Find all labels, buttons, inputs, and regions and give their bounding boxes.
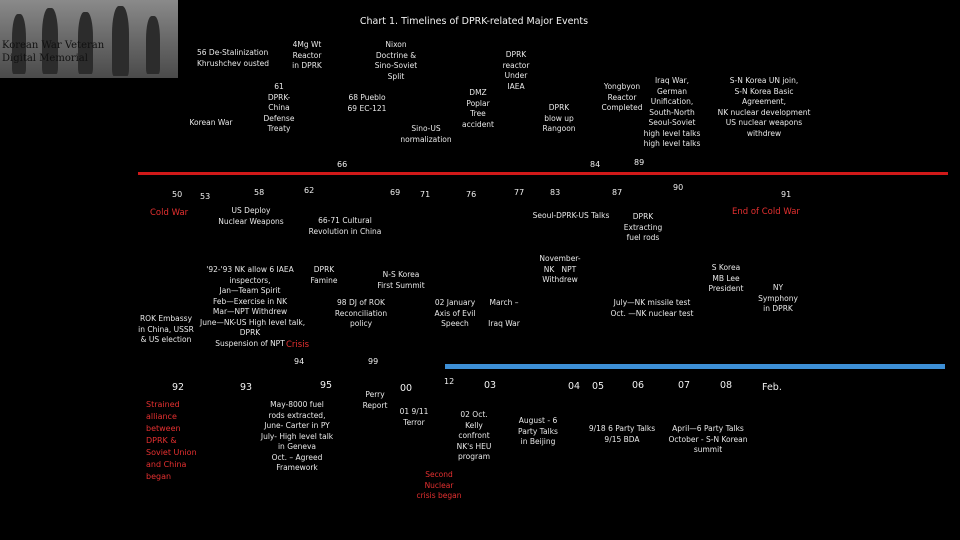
event-bda: 9/18 6 Party Talks 9/15 BDA xyxy=(588,424,656,444)
year-label: 03 xyxy=(484,380,497,391)
event-nixon-doctrine: Nixon Doctrine & Sino-Soviet Split xyxy=(374,40,418,81)
event-sino-us: Sino-US normalization xyxy=(400,124,452,144)
year-label: 05 xyxy=(592,381,605,392)
year-label-red: 12 xyxy=(444,377,455,386)
year-label: 89 xyxy=(634,158,645,167)
year-label: 99 xyxy=(368,357,379,366)
event-cultural-revolution: 66-71 Cultural Revolution in China xyxy=(308,216,382,236)
year-label: 66 xyxy=(337,160,348,169)
event-famine: DPRK Famine xyxy=(310,265,338,285)
event-china-treaty: 61 DPRK- China Defense Treaty xyxy=(263,82,295,133)
statue-figure xyxy=(146,16,160,74)
timeline-red-line xyxy=(138,172,948,175)
year-label: 53 xyxy=(200,192,211,201)
photo-caption-line1: Korean War Veteran xyxy=(2,40,105,51)
event-mb-lee: S Korea MB Lee President xyxy=(708,263,744,293)
cold-war-end-label: End of Cold War xyxy=(732,207,800,217)
event-perry-report: Perry Report xyxy=(362,390,388,410)
event-4mw-reactor: 4Mg Wt Reactor in DPRK xyxy=(292,40,322,70)
statue-figure xyxy=(42,8,58,74)
statue-figure xyxy=(78,12,93,74)
year-label: 83 xyxy=(550,188,561,197)
year-label: 87 xyxy=(612,188,623,197)
year-label: 50 xyxy=(172,190,183,199)
event-ny-symphony: NY Symphony in DPRK xyxy=(758,283,798,313)
event-9-11: 01 9/11 Terror xyxy=(399,407,429,427)
event-agreed-framework: May-8000 fuel rods extracted, June- Cart… xyxy=(260,400,334,472)
year-label: 08 xyxy=(720,380,733,391)
memorial-photo: Korean War Veteran Digital Memorial xyxy=(0,0,178,78)
event-sn-summit: April—6 Party Talks October - S-N Korean… xyxy=(668,424,748,454)
year-label: 04 xyxy=(568,381,581,392)
cold-war-start-label: Cold War xyxy=(150,208,189,218)
year-label: 77 xyxy=(514,188,525,197)
event-strained-alliance: Strained alliance between DPRK & Soviet … xyxy=(146,400,197,481)
event-kelly-heu: 02 Oct. Kelly confront NK's HEU program xyxy=(456,410,492,461)
year-label: 76 xyxy=(466,190,477,199)
chart-title: Chart 1. Timelines of DPRK-related Major… xyxy=(359,16,589,27)
year-label: 92 xyxy=(172,382,185,393)
event-iraq-war-unification: Iraq War, German Unification, South-Nort… xyxy=(643,76,701,148)
event-fuel-rods: DPRK Extracting fuel rods xyxy=(623,212,663,242)
event-iraq-war: March – Iraq War xyxy=(488,298,520,328)
event-un-join: S-N Korea UN join, S-N Korea Basic Agree… xyxy=(717,76,811,138)
event-six-party-beijing: August - 6 Party Talks in Beijing xyxy=(518,416,558,446)
year-label: 69 xyxy=(390,188,401,197)
event-npt-withdrew: November- NK NPT Withdrew xyxy=(539,254,581,284)
event-rangoon: DPRK blow up Rangoon xyxy=(542,103,576,133)
year-label: 06 xyxy=(632,380,645,391)
year-label: 90 xyxy=(673,183,684,192)
year-label: 71 xyxy=(420,190,431,199)
photo-caption-line2: Digital Memorial xyxy=(2,53,88,64)
event-first-summit: N-S Korea First Summit xyxy=(377,270,425,290)
year-label: 95 xyxy=(320,380,333,391)
event-korean-war: Korean War xyxy=(189,118,233,127)
year-label: 07 xyxy=(678,380,691,391)
year-label: 58 xyxy=(254,188,265,197)
event-dj-reconciliation: 98 DJ of ROK Reconciliation policy xyxy=(334,298,388,328)
event-second-nuclear-crisis: Second Nuclear crisis began xyxy=(416,470,462,500)
event-rok-embassy: ROK Embassy in China, USSR & US election xyxy=(138,314,194,344)
year-label: 62 xyxy=(304,186,315,195)
event-reactor-iaea: DPRK reactor Under IAEA xyxy=(502,50,530,91)
statue-figure xyxy=(12,14,26,74)
event-axis-of-evil: 02 January Axis of Evil Speech xyxy=(434,298,476,328)
timeline-blue-line xyxy=(445,364,945,369)
year-label: Feb. xyxy=(762,382,782,393)
year-label: 00 xyxy=(400,383,413,394)
year-label: 84 xyxy=(590,160,601,169)
year-label: 94 xyxy=(294,357,305,366)
event-dmz-tree: DMZ Poplar Tree accident xyxy=(462,88,494,129)
event-missile-nuclear-test: July—NK missile test Oct. —NK nuclear te… xyxy=(610,298,694,318)
event-pueblo: 68 Pueblo 69 EC-121 xyxy=(347,93,387,113)
year-label: 91 xyxy=(781,190,792,199)
event-us-nuclear: US Deploy Nuclear Weapons xyxy=(218,206,284,226)
event-seoul-dprk-us-talks: Seoul-DPRK-US Talks xyxy=(532,211,610,220)
event-iaea-inspectors: '92-'93 NK allow 6 IAEA inspectors, Jan—… xyxy=(200,265,306,348)
event-yongbyon: Yongbyon Reactor Completed xyxy=(601,82,643,112)
event-de-stalinization: 56 De-Stalinization Khrushchev ousted xyxy=(197,48,270,68)
crisis-label: Crisis xyxy=(286,340,310,350)
statue-figure xyxy=(112,6,129,76)
year-label: 93 xyxy=(240,382,253,393)
